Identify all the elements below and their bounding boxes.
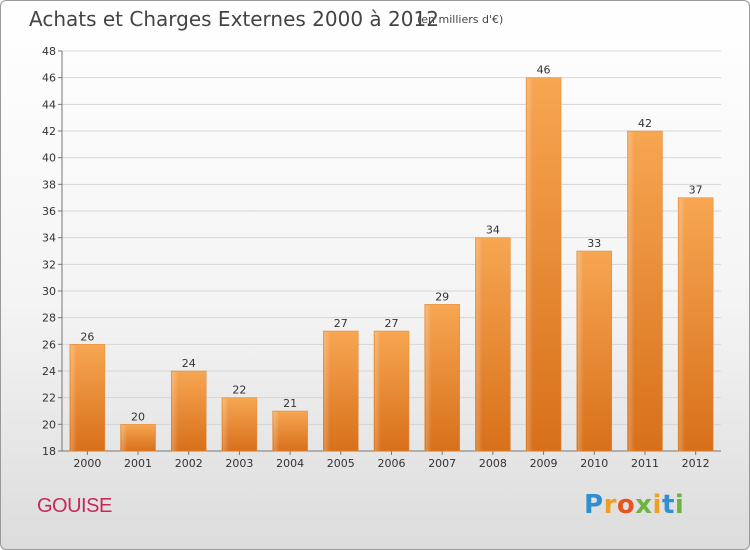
commune-name: GOUISE [37,495,112,517]
unit-note: (en milliers d'€) [417,13,504,26]
y-tick-label: 20 [42,418,56,431]
logo-letter: x [635,490,653,520]
data-label: 24 [182,357,196,370]
y-tick-label: 26 [42,338,56,351]
data-label: 27 [334,317,348,330]
x-tick-label: 2009 [530,457,558,470]
x-tick-label: 2010 [580,457,608,470]
data-label: 21 [283,397,297,410]
x-tick-label: 2004 [276,457,304,470]
data-label: 20 [131,410,145,423]
data-label: 46 [537,64,551,77]
logo-letter: t [661,490,675,520]
x-tick-label: 2000 [73,457,101,470]
y-tick-label: 18 [42,445,56,458]
x-tick-label: 2011 [631,457,659,470]
data-label: 26 [80,330,94,343]
y-tick-label: 40 [42,152,56,165]
y-tick-label: 22 [42,392,56,405]
data-label: 27 [385,317,399,330]
logo-letter: i [652,490,662,520]
bar-highlight [527,78,534,452]
bar-highlight [121,425,128,451]
bar-highlight [324,332,331,451]
bar-highlight [172,372,179,451]
bars [69,77,714,452]
bar-highlight [628,132,635,451]
bar-highlight [375,332,381,451]
x-tick-label: 2001 [124,457,152,470]
y-tick-label: 36 [42,205,56,218]
x-tick-label: 2002 [175,457,203,470]
data-label: 37 [689,184,703,197]
y-tick-label: 38 [42,178,56,191]
x-tick-label: 2005 [327,457,355,470]
data-label: 29 [435,290,449,303]
proxiti-logo: Proxiti [584,490,684,520]
chart-title: Achats et Charges Externes 2000 à 2012 [29,7,439,31]
y-tick-label: 30 [42,285,56,298]
y-tick-label: 28 [42,312,56,325]
logo-letter: i [674,490,685,520]
x-tick-label: 2003 [225,457,253,470]
labels: 18 20 22 24 26 28 30 32 34 36 38 40 42 44 46 48 26 2000 20… [42,45,710,470]
logo-letter: r [603,490,617,520]
logo-letter: o [616,490,636,520]
y-tick-label: 24 [42,365,56,378]
y-tick-label: 32 [42,258,56,271]
data-label: 34 [486,224,500,237]
y-tick-label: 34 [42,232,56,245]
bar-highlight [425,305,432,451]
bar-highlight [222,398,229,451]
y-tick-label: 46 [42,72,56,85]
bar-highlight [679,198,686,451]
data-label: 33 [587,237,601,250]
data-label: 42 [638,117,652,130]
bar-highlight [476,238,483,451]
x-tick-label: 2007 [428,457,456,470]
y-tick-label: 44 [42,98,56,111]
x-tick-label: 2006 [378,457,406,470]
bar-highlight [273,412,280,451]
data-label: 22 [232,384,246,397]
logo-letter: P [584,490,604,520]
y-tick-label: 48 [42,45,56,58]
x-tick-label: 2012 [682,457,710,470]
y-tick-label: 42 [42,125,56,138]
bar-highlight [70,345,77,451]
x-tick-label: 2008 [479,457,507,470]
bar-highlight [577,252,584,451]
